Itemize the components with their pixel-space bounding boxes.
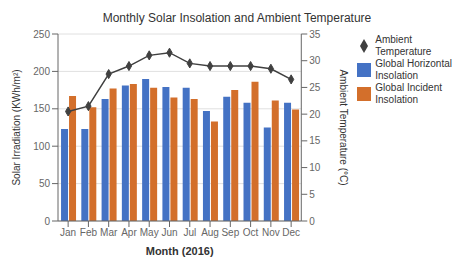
svg-text:5: 5 bbox=[309, 189, 315, 200]
svg-text:15: 15 bbox=[309, 135, 321, 146]
svg-text:30: 30 bbox=[309, 55, 321, 66]
svg-text:Nov: Nov bbox=[262, 227, 280, 238]
svg-text:150: 150 bbox=[33, 103, 50, 114]
svg-text:Mar: Mar bbox=[100, 227, 118, 238]
svg-text:200: 200 bbox=[33, 66, 50, 77]
svg-text:Apr: Apr bbox=[121, 227, 137, 238]
svg-text:100: 100 bbox=[33, 141, 50, 152]
svg-text:Month (2016): Month (2016) bbox=[146, 245, 214, 257]
svg-text:Solar Irradiation (KWh/m²): Solar Irradiation (KWh/m²) bbox=[11, 69, 22, 185]
svg-text:Oct: Oct bbox=[243, 227, 259, 238]
svg-text:Jul: Jul bbox=[183, 227, 196, 238]
svg-text:Feb: Feb bbox=[80, 227, 98, 238]
html-text:Monthly Solar Insolation and A: Monthly Solar Insolation and Ambient Tem… bbox=[102, 11, 372, 25]
svg-text:25: 25 bbox=[309, 82, 321, 93]
svg-text:20: 20 bbox=[309, 109, 321, 120]
svg-text:Ambient Temperature (°C): Ambient Temperature (°C) bbox=[338, 69, 349, 185]
svg-text:Sep: Sep bbox=[221, 227, 239, 238]
svg-text:0: 0 bbox=[309, 216, 315, 227]
svg-text:Jan: Jan bbox=[60, 227, 76, 238]
svg-text:10: 10 bbox=[309, 162, 321, 173]
svg-text:0: 0 bbox=[44, 216, 50, 227]
html-text:Global Incident Insolation: Global Incident Insolation bbox=[375, 82, 442, 105]
svg-text:May: May bbox=[140, 227, 159, 238]
svg-text:250: 250 bbox=[33, 29, 50, 40]
svg-text:50: 50 bbox=[39, 178, 51, 189]
svg-text:Jun: Jun bbox=[161, 227, 177, 238]
svg-text:Dec: Dec bbox=[282, 227, 300, 238]
html-text:Ambient Temperature: Ambient Temperature bbox=[375, 34, 432, 57]
svg-text:35: 35 bbox=[309, 29, 321, 40]
svg-text:Aug: Aug bbox=[201, 227, 219, 238]
html-text:Global Horizontal Insolation: Global Horizontal Insolation bbox=[375, 58, 452, 81]
